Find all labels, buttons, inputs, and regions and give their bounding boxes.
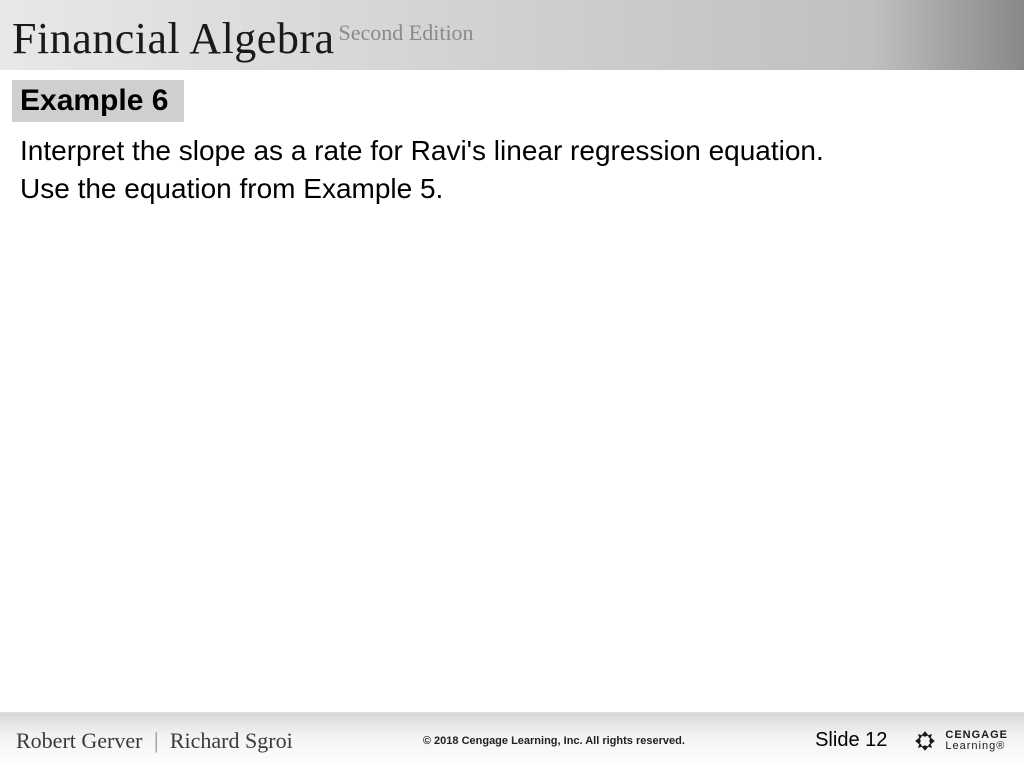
problem-statement: Interpret the slope as a rate for Ravi's…	[0, 122, 920, 208]
copyright-text: © 2018 Cengage Learning, Inc. All rights…	[293, 735, 815, 747]
authors: Robert Gerver | Richard Sgroi	[16, 728, 293, 754]
author-1: Robert Gerver	[16, 728, 142, 753]
author-divider: |	[154, 728, 158, 753]
author-2: Richard Sgroi	[170, 728, 293, 753]
publisher-logo-text: CENGAGE Learning®	[945, 730, 1008, 752]
cengage-logo-icon	[911, 727, 939, 755]
example-label: Example 6	[12, 80, 184, 122]
header-bar: Financial Algebra Second Edition	[0, 0, 1024, 70]
content-area: Example 6 Interpret the slope as a rate …	[0, 70, 1024, 208]
book-title: Financial Algebra	[12, 13, 335, 64]
book-edition: Second Edition	[339, 20, 474, 46]
logo-line-2: Learning®	[945, 741, 1008, 752]
slide-number: Slide 12	[815, 729, 887, 752]
logo-line-1: CENGAGE	[945, 730, 1008, 741]
footer-bar: Robert Gerver | Richard Sgroi © 2018 Cen…	[0, 712, 1024, 768]
publisher-logo: CENGAGE Learning®	[911, 727, 1008, 755]
